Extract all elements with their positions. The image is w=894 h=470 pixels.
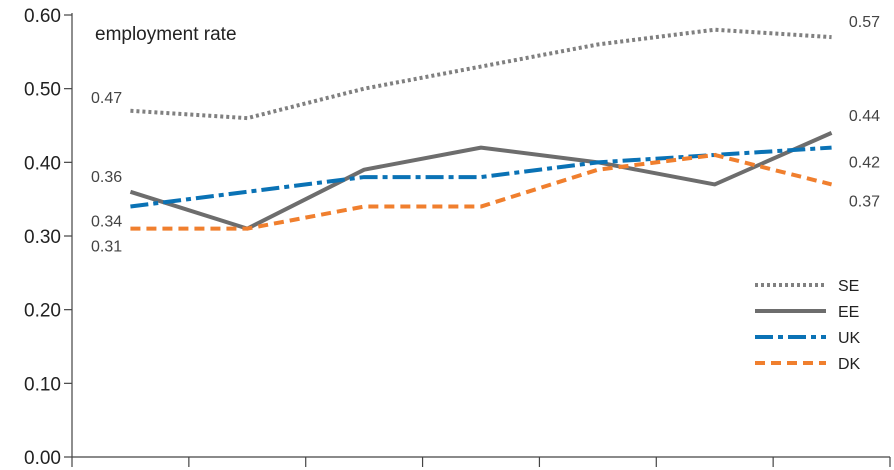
- y-tick-label: 0.20: [24, 301, 61, 322]
- legend-label-se: SE: [838, 278, 859, 295]
- y-tick-label: 0.00: [24, 448, 61, 469]
- data-label: 0.31: [91, 239, 122, 256]
- data-labels: 0.47 0.57 0.36 0.44 0.34 0.42 0.31 0.37: [91, 14, 880, 256]
- series-line-uk: [130, 145, 832, 209]
- data-label: 0.42: [849, 155, 880, 172]
- series-line-dk: [130, 152, 833, 231]
- data-label: 0.44: [849, 108, 880, 125]
- legend-label-ee: EE: [838, 304, 859, 321]
- y-tick-label: 0.60: [24, 6, 61, 27]
- data-label: 0.36: [91, 169, 122, 186]
- data-label: 0.34: [91, 214, 122, 231]
- y-tick-label: 0.30: [24, 227, 61, 248]
- y-tick-label: 0.40: [24, 153, 61, 174]
- series-line-se: [130, 27, 832, 121]
- legend: SE EE UK DK: [755, 278, 861, 373]
- y-tick-label: 0.10: [24, 374, 61, 395]
- y-tick-label: 0.50: [24, 80, 61, 101]
- data-label: 0.37: [849, 193, 880, 210]
- legend-label-uk: UK: [838, 330, 861, 347]
- data-label: 0.47: [91, 90, 122, 107]
- series-layer: [129, 27, 833, 231]
- chart-title: employment rate: [95, 24, 237, 45]
- legend-label-dk: DK: [838, 356, 861, 373]
- series-line-ee: [129, 131, 833, 231]
- data-label: 0.57: [849, 14, 880, 31]
- axes: 0.000.100.200.300.400.500.60199820002001…: [24, 6, 891, 470]
